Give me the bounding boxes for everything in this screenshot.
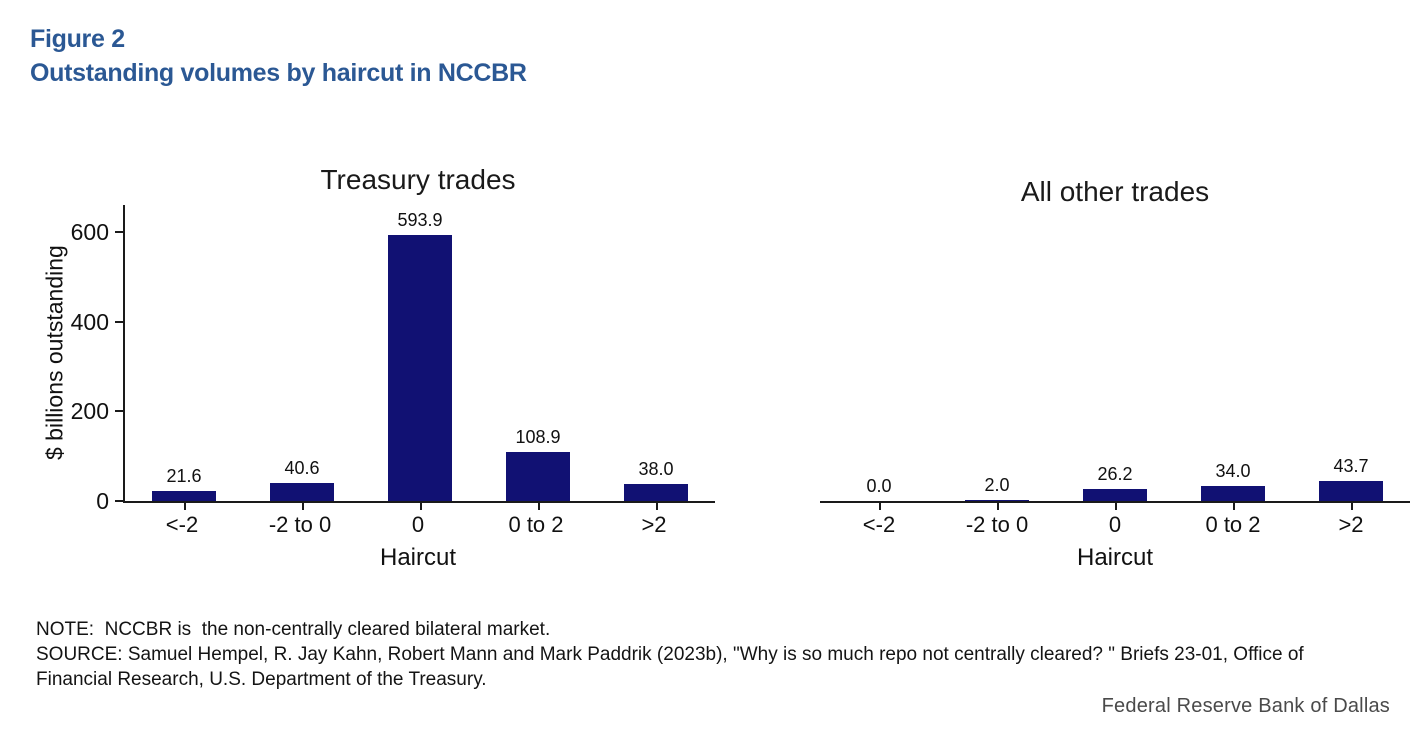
figure-label: Figure 2 <box>30 25 125 53</box>
y-axis-ticks: 0 200 400 600 <box>30 205 123 513</box>
x-tick-label: >2 <box>641 512 667 537</box>
bar-value-label: 21.6 <box>166 466 202 486</box>
bar <box>1083 489 1147 501</box>
y-tick-label: 200 <box>70 398 109 425</box>
chart-treasury-trades: Treasury trades $ billions outstanding 0… <box>30 160 720 620</box>
bar <box>624 484 688 501</box>
y-tick-label: 0 <box>96 488 109 514</box>
bar-value-label: 26.2 <box>1097 464 1133 484</box>
bar-value-label: 34.0 <box>1215 461 1251 481</box>
bar-value-label: 0.0 <box>866 476 892 496</box>
x-tick-mark <box>656 503 658 510</box>
x-tick-label: -2 to 0 <box>268 512 332 537</box>
source-line-continued: Financial Research, U.S. Department of t… <box>36 669 487 691</box>
x-tick-label: <-2 <box>862 512 896 537</box>
x-axis-label: Haircut <box>379 544 457 571</box>
x-tick-label: -2 to 0 <box>965 512 1029 537</box>
bar-slot: 38.0 <box>597 205 715 510</box>
x-tick-mark <box>1233 503 1235 510</box>
bar <box>506 452 570 501</box>
figure-title: Outstanding volumes by haircut in NCCBR <box>30 59 527 87</box>
x-tick-mark <box>420 503 422 510</box>
y-tick-label: 400 <box>70 308 109 335</box>
x-tick-mark <box>997 503 999 510</box>
source-line: SOURCE: Samuel Hempel, R. Jay Kahn, Robe… <box>36 644 1304 666</box>
bar <box>1319 481 1383 501</box>
branding-text: Federal Reserve Bank of Dallas <box>1101 695 1390 717</box>
note-line: NOTE: NCCBR is the non-centrally cleared… <box>36 619 551 640</box>
x-axis-label: Haircut <box>1076 544 1154 571</box>
x-tick-label: >2 <box>1338 512 1364 537</box>
x-tick-mark <box>1115 503 1117 510</box>
bar-slot: 26.2 <box>1056 205 1174 510</box>
bar <box>1201 486 1265 501</box>
y-tick-mark <box>115 500 123 502</box>
bar-slot: 593.9 <box>361 205 479 510</box>
bar <box>965 500 1029 501</box>
bar-value-label: 38.0 <box>638 459 674 479</box>
plot-area: 21.6 40.6 593.9 108.9 38.0 <box>123 205 715 510</box>
bar-slot: 43.7 <box>1292 205 1410 510</box>
bar <box>152 491 216 501</box>
bar-value-label: 40.6 <box>284 458 320 478</box>
y-tick-mark <box>115 410 123 413</box>
plot-area: 0.0 2.0 26.2 34.0 43.7 <box>820 205 1410 510</box>
chart-all-other-trades: All other trades 0.0 2.0 26.2 34.0 43.7 <-2 -… <box>727 160 1416 620</box>
figure-header: Figure 2 Outstanding volumes by haircut … <box>30 22 527 90</box>
x-tick-mark <box>1351 503 1353 510</box>
x-tick-mark <box>538 503 540 510</box>
x-tick-mark <box>302 503 304 510</box>
chart-title: All other trades <box>1020 176 1210 207</box>
bar-slot: 0.0 <box>820 205 938 510</box>
y-tick-mark <box>115 320 123 323</box>
bar-value-label: 43.7 <box>1333 456 1369 476</box>
x-tick-labels: <-2 -2 to 0 0 0 to 2 >2 <box>820 512 1410 538</box>
y-tick-label: 600 <box>70 218 109 245</box>
bar-slot: 2.0 <box>938 205 1056 510</box>
x-tick-mark <box>879 503 881 510</box>
x-tick-label: 0 to 2 <box>1205 512 1261 537</box>
bar-slot: 40.6 <box>243 205 361 510</box>
x-tick-label: 0 <box>1108 512 1122 537</box>
note-block: NOTE: NCCBR is the non-centrally cleared… <box>36 617 1396 692</box>
y-tick-mark <box>115 230 123 233</box>
x-tick-mark <box>184 503 186 510</box>
bar-slot: 21.6 <box>125 205 243 510</box>
bar-value-label: 108.9 <box>515 427 561 447</box>
x-tick-label: 0 <box>411 512 425 537</box>
bar-value-label: 593.9 <box>397 210 443 230</box>
chart-title: Treasury trades <box>320 164 516 195</box>
bar-slot: 108.9 <box>479 205 597 510</box>
x-tick-label: 0 to 2 <box>508 512 564 537</box>
bar <box>388 235 452 501</box>
x-tick-label: <-2 <box>165 512 199 537</box>
bar-slot: 34.0 <box>1174 205 1292 510</box>
bar-value-label: 2.0 <box>984 475 1010 495</box>
bar <box>270 483 334 501</box>
x-tick-labels: <-2 -2 to 0 0 0 to 2 >2 <box>123 512 713 538</box>
